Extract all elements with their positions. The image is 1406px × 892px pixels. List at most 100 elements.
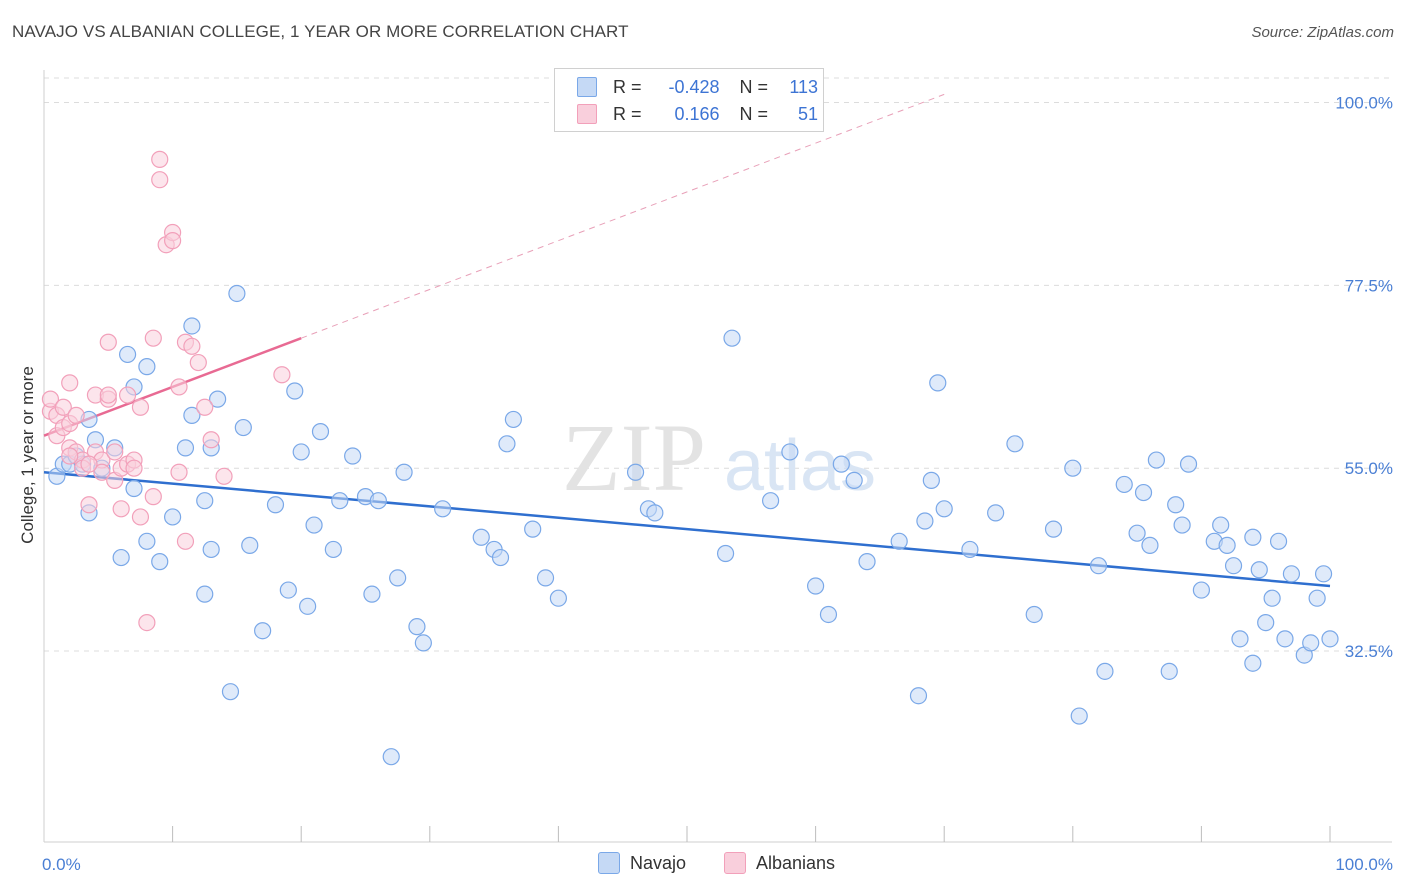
point-navajo [504,410,522,429]
n-value: 51 [798,103,819,124]
point-albanians [118,386,137,404]
axes [43,70,1392,843]
point-navajo [324,540,342,559]
point-navajo [922,471,940,489]
point-navajo [1282,565,1301,583]
y-tick-label: 55.0% [1345,459,1393,478]
point-navajo [781,443,799,461]
point-navajo [491,548,510,567]
r-value: 0.166 [674,103,720,124]
stats-row-albanians: R = 0.166 N = 51 [577,102,818,126]
y-tick-label: 100.0% [1335,94,1393,113]
point-navajo [138,532,156,550]
gridlines [44,77,1392,652]
point-navajo [311,423,330,441]
point-navajo [626,463,645,481]
point-albanians [54,398,72,416]
point-navajo [1302,634,1320,652]
point-navajo [916,512,934,530]
point-navajo [1244,528,1262,546]
point-navajo [183,406,201,424]
point-navajo [1128,524,1146,542]
point-albanians [41,390,60,408]
point-albanians [273,366,291,384]
point-navajo [221,683,240,701]
point-navajo [1263,589,1281,607]
point-navajo [331,492,349,510]
point-navajo [987,504,1005,522]
navajo-legend-swatch [598,852,620,874]
point-albanians [151,171,169,189]
point-navajo [1231,630,1249,648]
point-navajo [389,569,407,587]
navajo-swatch [577,77,597,97]
point-navajo [961,540,979,559]
point-navajo [1224,557,1243,575]
point-navajo [1269,532,1288,550]
point-navajo [1173,516,1191,534]
tick-labels: 100.0% 77.5% 55.0% 32.5% 0.0% 100.0% [42,94,1393,874]
point-navajo [414,634,432,652]
point-albanians [215,467,233,485]
n-label: N = [739,76,769,97]
point-navajo [1064,459,1082,477]
point-navajo [125,479,143,498]
point-navajo [1179,455,1198,473]
point-navajo [112,548,130,567]
point-navajo [369,492,387,510]
point-albanians [138,613,156,632]
point-navajo [164,508,182,526]
point-navajo [299,597,317,615]
data-points [41,150,1339,766]
point-navajo [196,585,214,603]
x-tick-label: 0.0% [42,855,81,874]
point-navajo [498,435,516,453]
point-navajo [286,382,304,400]
point-navajo [472,528,490,546]
n-label: N = [739,103,769,124]
point-navajo [1314,565,1333,583]
point-albanians [170,463,188,481]
point-navajo [723,329,741,347]
albanians-legend-swatch [724,852,746,874]
point-navajo [935,500,953,518]
point-navajo [1006,435,1024,453]
point-albanians [183,337,201,355]
point-albanians [131,398,150,416]
point-navajo [176,439,195,457]
point-navajo [1089,557,1108,575]
point-navajo [646,504,664,522]
point-navajo [1096,662,1114,680]
point-navajo [382,748,400,766]
point-navajo [1257,613,1275,632]
watermark: ZIP atlas [562,404,876,511]
point-navajo [832,455,850,473]
point-navajo [761,492,780,510]
point-albanians [93,463,111,481]
point-navajo [806,577,825,595]
chart-title: NAVAJO VS ALBANIAN COLLEGE, 1 YEAR OR MO… [12,22,629,41]
point-navajo [1115,475,1133,494]
point-navajo [202,540,220,559]
point-navajo [1276,630,1294,648]
legend-item-navajo: Navajo [598,852,686,874]
point-navajo [1147,451,1165,469]
legend-label-albanians: Albanians [756,852,836,873]
point-navajo [279,581,297,599]
trend-line-navajo [43,471,1331,588]
point-albanians [189,353,207,372]
x-tick-label: 100.0% [1335,855,1393,874]
point-navajo [1167,496,1185,514]
point-navajo [408,618,426,636]
point-navajo [929,374,947,392]
point-albanians [112,500,130,518]
point-albanians [67,406,85,424]
point-navajo [344,447,362,465]
point-albanians [144,329,162,347]
trend-extension-albanians [301,93,945,339]
point-navajo [1141,536,1159,554]
albanians-swatch [577,104,597,124]
point-albanians [196,398,214,416]
point-albanians [125,459,143,477]
